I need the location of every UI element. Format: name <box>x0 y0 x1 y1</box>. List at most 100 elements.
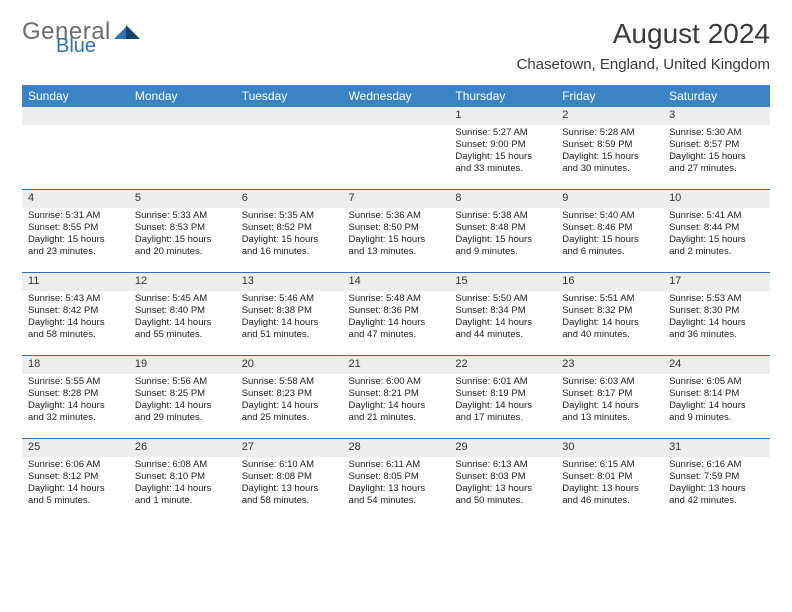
day-cell-body: Sunrise: 6:13 AMSunset: 8:03 PMDaylight:… <box>449 457 556 521</box>
sunset-text: Sunset: 8:03 PM <box>455 471 550 483</box>
sunset-text: Sunset: 8:50 PM <box>349 222 444 234</box>
sunset-text: Sunset: 8:08 PM <box>242 471 337 483</box>
sunset-text: Sunset: 8:25 PM <box>135 388 230 400</box>
week-data-row: Sunrise: 5:55 AMSunset: 8:28 PMDaylight:… <box>22 374 770 438</box>
day-cell-head: 24 <box>663 355 770 374</box>
daylight-text: Daylight: 13 hours and 58 minutes. <box>242 483 337 507</box>
sunset-text: Sunset: 8:46 PM <box>562 222 657 234</box>
day-detail: Sunrise: 6:13 AMSunset: 8:03 PMDaylight:… <box>449 457 556 521</box>
day-number: 13 <box>236 273 343 291</box>
daylight-text: Daylight: 15 hours and 9 minutes. <box>455 234 550 258</box>
daylight-text: Daylight: 15 hours and 30 minutes. <box>562 151 657 175</box>
daylight-text: Daylight: 14 hours and 44 minutes. <box>455 317 550 341</box>
sunrise-text: Sunrise: 5:28 AM <box>562 127 657 139</box>
day-cell-body: Sunrise: 6:16 AMSunset: 7:59 PMDaylight:… <box>663 457 770 521</box>
location-subtitle: Chasetown, England, United Kingdom <box>517 56 771 73</box>
day-detail: Sunrise: 5:48 AMSunset: 8:36 PMDaylight:… <box>343 291 450 355</box>
day-number: 15 <box>449 273 556 291</box>
day-detail: Sunrise: 6:03 AMSunset: 8:17 PMDaylight:… <box>556 374 663 438</box>
day-cell-body: Sunrise: 5:58 AMSunset: 8:23 PMDaylight:… <box>236 374 343 438</box>
day-number: 10 <box>663 190 770 208</box>
day-cell-body <box>236 125 343 189</box>
day-detail: Sunrise: 6:16 AMSunset: 7:59 PMDaylight:… <box>663 457 770 521</box>
day-cell-body: Sunrise: 5:48 AMSunset: 8:36 PMDaylight:… <box>343 291 450 355</box>
day-cell-head: 3 <box>663 107 770 125</box>
day-detail: Sunrise: 5:56 AMSunset: 8:25 PMDaylight:… <box>129 374 236 438</box>
day-number: 4 <box>22 190 129 208</box>
day-cell-head: 18 <box>22 355 129 374</box>
day-detail: Sunrise: 5:43 AMSunset: 8:42 PMDaylight:… <box>22 291 129 355</box>
day-detail: Sunrise: 5:40 AMSunset: 8:46 PMDaylight:… <box>556 208 663 272</box>
day-number: 23 <box>556 356 663 374</box>
day-detail: Sunrise: 5:33 AMSunset: 8:53 PMDaylight:… <box>129 208 236 272</box>
week-data-row: Sunrise: 6:06 AMSunset: 8:12 PMDaylight:… <box>22 457 770 521</box>
brand-blue: Blue <box>56 36 142 56</box>
week-daynum-row: 123 <box>22 107 770 125</box>
day-cell-body: Sunrise: 6:08 AMSunset: 8:10 PMDaylight:… <box>129 457 236 521</box>
day-number: 28 <box>343 439 450 457</box>
daylight-text: Daylight: 13 hours and 42 minutes. <box>669 483 764 507</box>
day-number <box>343 107 450 125</box>
daylight-text: Daylight: 14 hours and 55 minutes. <box>135 317 230 341</box>
day-detail <box>343 125 450 189</box>
day-cell-head: 17 <box>663 272 770 291</box>
day-cell-head: 31 <box>663 438 770 457</box>
daylight-text: Daylight: 14 hours and 13 minutes. <box>562 400 657 424</box>
weekday-header: Sunday <box>22 85 129 107</box>
daylight-text: Daylight: 15 hours and 27 minutes. <box>669 151 764 175</box>
sunrise-text: Sunrise: 6:10 AM <box>242 459 337 471</box>
day-cell-head: 21 <box>343 355 450 374</box>
sunrise-text: Sunrise: 5:33 AM <box>135 210 230 222</box>
sunrise-text: Sunrise: 5:43 AM <box>28 293 123 305</box>
week-data-row: Sunrise: 5:27 AMSunset: 9:00 PMDaylight:… <box>22 125 770 189</box>
day-cell-head: 4 <box>22 189 129 208</box>
weekday-header: Saturday <box>663 85 770 107</box>
day-cell-head: 26 <box>129 438 236 457</box>
day-cell-head: 1 <box>449 107 556 125</box>
calendar-table: Sunday Monday Tuesday Wednesday Thursday… <box>22 85 770 521</box>
day-cell-head: 28 <box>343 438 450 457</box>
day-detail: Sunrise: 6:15 AMSunset: 8:01 PMDaylight:… <box>556 457 663 521</box>
day-number: 8 <box>449 190 556 208</box>
sunset-text: Sunset: 8:48 PM <box>455 222 550 234</box>
day-detail: Sunrise: 6:10 AMSunset: 8:08 PMDaylight:… <box>236 457 343 521</box>
weekday-header: Thursday <box>449 85 556 107</box>
day-cell-body: Sunrise: 5:56 AMSunset: 8:25 PMDaylight:… <box>129 374 236 438</box>
daylight-text: Daylight: 15 hours and 6 minutes. <box>562 234 657 258</box>
daylight-text: Daylight: 14 hours and 21 minutes. <box>349 400 444 424</box>
sunrise-text: Sunrise: 6:01 AM <box>455 376 550 388</box>
week-daynum-row: 25262728293031 <box>22 438 770 457</box>
day-detail: Sunrise: 5:51 AMSunset: 8:32 PMDaylight:… <box>556 291 663 355</box>
day-cell-head: 2 <box>556 107 663 125</box>
day-detail: Sunrise: 5:53 AMSunset: 8:30 PMDaylight:… <box>663 291 770 355</box>
day-cell-head: 14 <box>343 272 450 291</box>
day-detail: Sunrise: 6:08 AMSunset: 8:10 PMDaylight:… <box>129 457 236 521</box>
daylight-text: Daylight: 13 hours and 50 minutes. <box>455 483 550 507</box>
day-cell-body: Sunrise: 5:46 AMSunset: 8:38 PMDaylight:… <box>236 291 343 355</box>
sunset-text: Sunset: 8:42 PM <box>28 305 123 317</box>
week-data-row: Sunrise: 5:31 AMSunset: 8:55 PMDaylight:… <box>22 208 770 272</box>
sunset-text: Sunset: 7:59 PM <box>669 471 764 483</box>
sunrise-text: Sunrise: 6:08 AM <box>135 459 230 471</box>
day-detail: Sunrise: 6:06 AMSunset: 8:12 PMDaylight:… <box>22 457 129 521</box>
sunset-text: Sunset: 8:36 PM <box>349 305 444 317</box>
day-cell-body: Sunrise: 5:27 AMSunset: 9:00 PMDaylight:… <box>449 125 556 189</box>
day-cell-body: Sunrise: 5:30 AMSunset: 8:57 PMDaylight:… <box>663 125 770 189</box>
day-number: 30 <box>556 439 663 457</box>
day-cell-body: Sunrise: 6:06 AMSunset: 8:12 PMDaylight:… <box>22 457 129 521</box>
day-number: 21 <box>343 356 450 374</box>
day-detail: Sunrise: 5:46 AMSunset: 8:38 PMDaylight:… <box>236 291 343 355</box>
sunset-text: Sunset: 8:17 PM <box>562 388 657 400</box>
brand-logo: General Blue <box>22 18 142 56</box>
month-title: August 2024 <box>517 18 771 50</box>
daylight-text: Daylight: 14 hours and 40 minutes. <box>562 317 657 341</box>
day-cell-head <box>22 107 129 125</box>
day-cell-body: Sunrise: 6:05 AMSunset: 8:14 PMDaylight:… <box>663 374 770 438</box>
weekday-header: Monday <box>129 85 236 107</box>
day-detail: Sunrise: 6:00 AMSunset: 8:21 PMDaylight:… <box>343 374 450 438</box>
day-cell-body <box>343 125 450 189</box>
day-detail: Sunrise: 5:45 AMSunset: 8:40 PMDaylight:… <box>129 291 236 355</box>
day-cell-body: Sunrise: 5:36 AMSunset: 8:50 PMDaylight:… <box>343 208 450 272</box>
sunset-text: Sunset: 8:14 PM <box>669 388 764 400</box>
sunrise-text: Sunrise: 5:30 AM <box>669 127 764 139</box>
